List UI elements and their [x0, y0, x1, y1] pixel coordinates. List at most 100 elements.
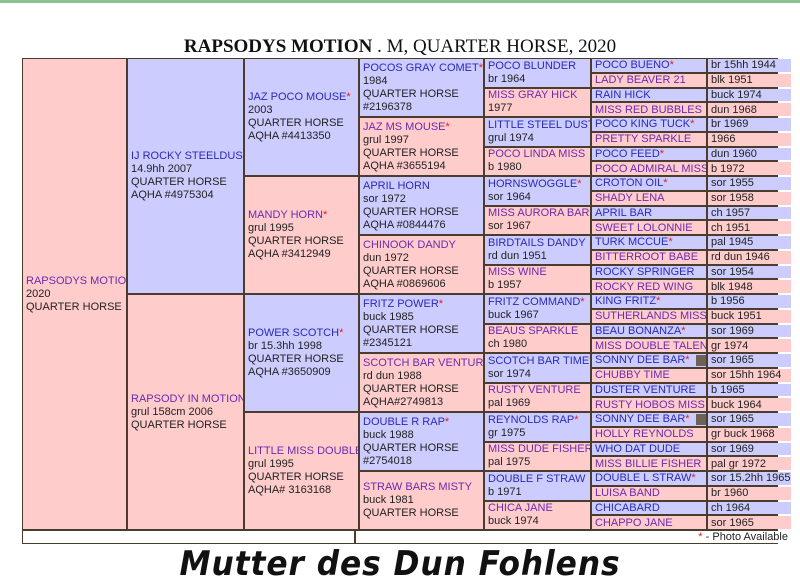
- horse-name-link[interactable]: POCO BLUNDER: [488, 59, 577, 72]
- horse-name-link[interactable]: BITTERROOT BABE: [595, 251, 699, 264]
- horse-name-link[interactable]: POCO ADMIRAL MISS: [595, 162, 706, 175]
- photo-star-icon: *: [577, 177, 582, 190]
- horse-name-link[interactable]: HOLLY REYNOLDS: [595, 428, 694, 441]
- photo-thumbnail-icon[interactable]: [695, 354, 706, 366]
- horse-name-link[interactable]: CHINOOK DANDY: [363, 238, 456, 251]
- pedigree-cell-gen6: BITTERROOT BABE: [592, 250, 706, 264]
- pedigree-cell-gen6: LADY BEAVER 21: [592, 73, 706, 87]
- pedigree-cell-gen5: MISS WINE b 1957: [485, 265, 590, 293]
- horse-name-link[interactable]: RUSTY HOBOS MISS: [595, 398, 705, 411]
- legend-blank: [23, 531, 354, 543]
- horse-name-link[interactable]: BIRDTAILS DANDY: [488, 236, 586, 249]
- horse-name-link[interactable]: IJ ROCKY STEELDUST: [131, 150, 243, 162]
- horse-name-link[interactable]: POCO FEED: [595, 147, 660, 160]
- pedigree-cell-gen6: CROTON OIL*: [592, 177, 706, 190]
- horse-name-link[interactable]: SCOTCH BAR TIME: [488, 354, 590, 367]
- pedigree-cell-gen5: MISS DUDE FISHER pal 1975: [485, 442, 590, 470]
- horse-detail: QUARTER HORSE: [248, 117, 344, 129]
- photo-thumbnail-icon[interactable]: [695, 413, 706, 425]
- pedigree-cell-gen6: POCO KING TUCK*: [592, 118, 706, 131]
- horse-name-link[interactable]: REYNOLDS RAP: [488, 413, 575, 426]
- horse-name-link[interactable]: DOUBLE L STRAW: [595, 472, 692, 485]
- horse-name-link[interactable]: DOUBLE F STRAW: [488, 472, 586, 485]
- horse-info: sor 1955: [708, 177, 791, 190]
- horse-name-link[interactable]: JAZ MS MOUSE: [363, 120, 446, 133]
- horse-name-link[interactable]: POCOS GRAY COMET: [363, 61, 479, 74]
- horse-name-link[interactable]: APRIL BAR: [595, 206, 653, 219]
- pedigree-cell-gen5: HORNSWOGGLE* sor 1964: [485, 177, 590, 205]
- horse-name-link[interactable]: LUISA BAND: [595, 487, 660, 500]
- horse-name-link[interactable]: RAPSODY IN MOTION: [131, 392, 243, 405]
- horse-name-link[interactable]: TURK MCCUE: [595, 236, 669, 249]
- pedigree-cell-gen6: DOUBLE L STRAW*: [592, 472, 706, 485]
- horse-detail: 2003: [248, 104, 273, 116]
- horse-name-link[interactable]: ROCKY RED WING: [595, 280, 694, 293]
- horse-detail: #2754018: [363, 454, 412, 467]
- horse-detail: QUARTER HORSE: [363, 146, 459, 159]
- horse-name-link[interactable]: FRITZ POWER: [363, 297, 439, 310]
- horse-name-link[interactable]: WHO DAT DUDE: [595, 442, 681, 455]
- pedigree-cell-gen5: POCO BLUNDER br 1964: [485, 59, 590, 87]
- horse-name-link[interactable]: MANDY HORN: [248, 209, 323, 221]
- horse-info: pal 1945: [708, 236, 791, 249]
- horse-name-link[interactable]: LITTLE MISS DOUBLE: [248, 445, 358, 457]
- photo-legend: * - Photo Available: [356, 531, 791, 543]
- horse-name-link[interactable]: CHICA JANE: [488, 502, 553, 515]
- horse-name-link[interactable]: POCO KING TUCK: [595, 118, 691, 131]
- photo-star-icon: *: [580, 295, 585, 308]
- horse-name-link[interactable]: ROCKY SPRINGER: [595, 265, 695, 278]
- horse-name-link[interactable]: CROTON OIL: [595, 177, 664, 190]
- horse-detail: #2345121: [363, 336, 412, 349]
- horse-detail: b 1971: [488, 485, 522, 498]
- horse-name-link[interactable]: STRAW BARS MISTY: [363, 481, 472, 493]
- horse-name-link[interactable]: MISS AURORA BAR: [488, 207, 590, 220]
- horse-name-link[interactable]: JAZ POCO MOUSE: [248, 91, 347, 103]
- horse-name-link[interactable]: KING FRITZ: [595, 295, 657, 308]
- horse-name-link[interactable]: DUSTER VENTURE: [595, 383, 696, 396]
- horse-name-link[interactable]: MISS DOUBLE TALENT: [595, 339, 706, 352]
- horse-name-link[interactable]: BEAUS SPARKLE: [488, 325, 579, 338]
- title-details: . M, QUARTER HORSE, 2020: [372, 36, 617, 57]
- horse-name-link[interactable]: CHICABARD: [595, 501, 660, 514]
- horse-name-link[interactable]: FRITZ COMMAND: [488, 295, 581, 308]
- horse-name-link[interactable]: CHUBBY TIME: [595, 369, 670, 382]
- horse-name-link[interactable]: MISS WINE: [488, 266, 547, 279]
- photo-star-icon: *: [685, 354, 690, 367]
- horse-detail: QUARTER HORSE: [363, 205, 459, 218]
- horse-name-link[interactable]: PRETTY SPARKLE: [595, 133, 692, 146]
- horse-name-link[interactable]: SUTHERLANDS MISS: [595, 310, 706, 323]
- horse-detail: AQHA #0844476: [363, 218, 446, 231]
- horse-name-link[interactable]: CHAPPO JANE: [595, 516, 673, 529]
- horse-name-link[interactable]: RAPSODYS MOTION: [26, 274, 126, 287]
- horse-name-link[interactable]: SONNY DEE BAR: [595, 413, 686, 426]
- horse-name-link[interactable]: MISS RED BUBBLES: [595, 103, 702, 116]
- horse-name-link[interactable]: RAIN HICK: [595, 88, 651, 101]
- photo-star-icon: *: [681, 324, 686, 337]
- horse-name-link[interactable]: SHADY LENA: [595, 192, 665, 205]
- horse-name-link[interactable]: MISS GRAY HICK: [488, 89, 578, 102]
- photo-star-icon: *: [438, 297, 444, 310]
- horse-info: br 1969: [708, 118, 791, 131]
- horse-name-link[interactable]: APRIL HORN: [363, 179, 430, 192]
- horse-name-link[interactable]: POCO BUENO: [595, 59, 670, 72]
- horse-name-link[interactable]: HORNSWOGGLE: [488, 177, 578, 190]
- horse-name-link[interactable]: BEAU BONANZA: [595, 324, 682, 337]
- photo-star-icon: *: [663, 177, 668, 190]
- horse-name-link[interactable]: MISS BILLIE FISHER: [595, 457, 702, 470]
- horse-name-link[interactable]: MISS DUDE FISHER: [488, 443, 590, 456]
- horse-name-link[interactable]: SCOTCH BAR VENTURE: [363, 356, 483, 369]
- horse-detail: AQHA #4975304: [131, 189, 214, 201]
- horse-name-link[interactable]: RUSTY VENTURE: [488, 384, 581, 397]
- horse-name-link[interactable]: POCO LINDA MISS: [488, 148, 586, 161]
- pedigree-cell-gen4: STRAW BARS MISTY buck 1981 QUARTER HORSE: [360, 472, 483, 529]
- horse-name-link[interactable]: POWER SCOTCH: [248, 327, 340, 339]
- horse-detail: grul 1974: [488, 131, 534, 144]
- pedigree-cell-gen6: TURK MCCUE*: [592, 236, 706, 249]
- horse-detail: buck 1974: [488, 515, 539, 528]
- horse-name-link[interactable]: SONNY DEE BAR: [595, 354, 686, 367]
- horse-name-link[interactable]: LADY BEAVER 21: [595, 74, 686, 87]
- horse-name-link[interactable]: LITTLE STEEL DUST: [488, 118, 590, 131]
- horse-name-link[interactable]: DOUBLE R RAP: [363, 415, 445, 428]
- horse-name-link[interactable]: SWEET LOLONNIE: [595, 221, 693, 234]
